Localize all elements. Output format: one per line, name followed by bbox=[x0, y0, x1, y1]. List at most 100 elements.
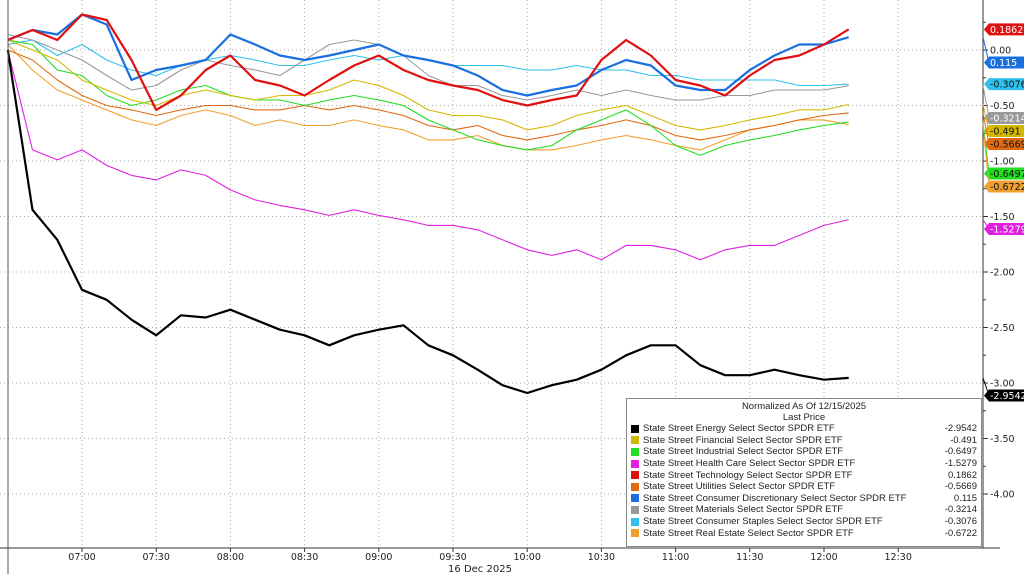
legend-item: State Street Energy Select Sector SPDR E… bbox=[631, 423, 977, 435]
x-tick-label: 09:00 bbox=[365, 552, 392, 563]
tag-connector bbox=[982, 112, 990, 145]
y-tick-label: -0.50 bbox=[990, 101, 1015, 112]
series-line bbox=[6, 49, 849, 395]
last-value-tag: -1.5279 bbox=[982, 219, 1024, 236]
legend-label: State Street Materials Select Sector SPD… bbox=[643, 504, 844, 516]
tag-value: -0.491 bbox=[990, 127, 1021, 138]
x-tick-label: 07:30 bbox=[143, 552, 170, 563]
tag-value: 0.115 bbox=[990, 58, 1017, 69]
x-tick-label: 07:00 bbox=[68, 552, 95, 563]
tag-shape bbox=[984, 138, 1024, 150]
y-tick-label: -3.00 bbox=[990, 379, 1015, 390]
tag-shape bbox=[984, 23, 1024, 36]
legend-label: State Street Energy Select Sector SPDR E… bbox=[643, 423, 835, 435]
legend-item: State Street Consumer Discretionary Sele… bbox=[631, 493, 977, 505]
legend-value: -0.3214 bbox=[944, 504, 977, 516]
tag-value: -0.5669 bbox=[990, 140, 1024, 151]
last-value-tag: 0.115 bbox=[982, 37, 1024, 69]
x-axis-label: 16 Dec 2025 bbox=[448, 564, 512, 574]
series-line bbox=[7, 13, 850, 112]
legend-swatch bbox=[631, 517, 639, 526]
legend-item: State Street Utilities Select Sector SPD… bbox=[631, 481, 977, 493]
last-value-tag: -2.9542 bbox=[982, 377, 1024, 402]
legend-label: State Street Real Estate Select Sector S… bbox=[643, 527, 854, 539]
legend-label: State Street Consumer Discretionary Sele… bbox=[643, 492, 907, 504]
last-value-tags: 0.1862 0.115 -0.3076 -0.3214 -0.491 -0.5669 -0… bbox=[982, 23, 1024, 402]
legend-swatch bbox=[631, 494, 639, 503]
legend-swatch bbox=[631, 447, 639, 456]
tag-shape bbox=[984, 389, 1024, 402]
legend-subtitle: Last Price bbox=[782, 412, 826, 423]
legend-value: -1.5279 bbox=[944, 458, 977, 470]
legend-label: State Street Health Care Select Sector S… bbox=[643, 458, 856, 470]
last-value-tag: 0.1862 bbox=[984, 23, 1024, 36]
legend-item: State Street Technology Select Sector SP… bbox=[631, 469, 977, 481]
tag-value: -0.3214 bbox=[990, 114, 1024, 125]
legend-label: State Street Financial Select Sector SPD… bbox=[643, 434, 843, 446]
y-tick-label: -4.00 bbox=[990, 490, 1015, 501]
legend-value: 0.115 bbox=[953, 492, 977, 504]
legend-label: State Street Consumer Staples Select Sec… bbox=[643, 516, 883, 528]
legend-value: -0.6497 bbox=[944, 446, 977, 458]
legend-swatch bbox=[631, 505, 639, 514]
last-value-tag: -0.6722 bbox=[982, 124, 1024, 193]
tag-shape bbox=[984, 78, 1024, 91]
last-value-tag: -0.5669 bbox=[982, 112, 1024, 151]
tag-value: 0.1862 bbox=[990, 25, 1023, 36]
series-line bbox=[7, 39, 849, 131]
y-tick-label: -3.50 bbox=[990, 434, 1015, 445]
tag-value: -0.6722 bbox=[990, 182, 1024, 193]
y-tick-label: -2.50 bbox=[990, 323, 1015, 334]
legend-swatch bbox=[631, 459, 639, 468]
tag-shape bbox=[984, 180, 1024, 193]
legend-label: State Street Utilities Select Sector SPD… bbox=[643, 481, 836, 493]
series-lines bbox=[6, 13, 850, 395]
tag-value: -0.6497 bbox=[990, 169, 1024, 180]
tag-shape bbox=[984, 112, 1024, 124]
legend-item: State Street Real Estate Select Sector S… bbox=[631, 527, 977, 539]
x-tick-label: 09:30 bbox=[439, 552, 466, 563]
y-tick-label: -1.50 bbox=[990, 212, 1015, 223]
legend-swatch bbox=[631, 529, 639, 538]
legend-value: -2.9542 bbox=[944, 423, 977, 435]
x-tick-label: 11:00 bbox=[662, 552, 689, 563]
x-tick-label: 08:00 bbox=[217, 552, 244, 563]
y-tick-label: -2.00 bbox=[990, 268, 1015, 279]
last-value-tag: -0.491 bbox=[982, 104, 1024, 138]
legend-title: Normalized As Of 12/15/2025 bbox=[741, 401, 867, 412]
legend-value: -0.491 bbox=[950, 434, 977, 446]
tag-connector bbox=[982, 85, 990, 119]
last-value-tag: -0.3076 bbox=[984, 78, 1024, 91]
legend-value: -0.6722 bbox=[944, 527, 977, 539]
legend-value: -0.5669 bbox=[944, 481, 977, 493]
x-tick-label: 12:00 bbox=[810, 552, 837, 563]
series-line bbox=[7, 49, 849, 141]
x-tick-label: 12:30 bbox=[885, 552, 912, 563]
series-line bbox=[7, 33, 849, 101]
legend-item: State Street Health Care Select Sector S… bbox=[631, 458, 977, 470]
x-tick-label: 11:30 bbox=[736, 552, 763, 563]
tag-shape bbox=[984, 56, 1024, 69]
x-tick-label: 10:30 bbox=[588, 552, 615, 563]
legend-item: State Street Financial Select Sector SPD… bbox=[631, 435, 977, 447]
tag-connector bbox=[982, 124, 990, 187]
legend-value: -0.3076 bbox=[944, 516, 977, 528]
tag-value: -2.9542 bbox=[990, 391, 1024, 402]
tag-shape bbox=[984, 167, 1024, 180]
legend-label: State Street Technology Select Sector SP… bbox=[643, 469, 853, 481]
last-value-tag: -0.3214 bbox=[982, 85, 1024, 125]
y-tick-label: -1.00 bbox=[990, 157, 1015, 168]
tag-value: -1.5279 bbox=[990, 225, 1024, 236]
tag-shape bbox=[984, 223, 1024, 235]
tag-value: -0.3076 bbox=[990, 80, 1024, 91]
tag-shape bbox=[984, 125, 1024, 137]
legend-swatch bbox=[631, 482, 639, 491]
x-tick-label: 08:30 bbox=[291, 552, 318, 563]
series-line bbox=[7, 49, 849, 261]
legend-item: State Street Consumer Staples Select Sec… bbox=[631, 516, 977, 528]
legend-rows: State Street Energy Select Sector SPDR E… bbox=[631, 423, 977, 539]
legend-item: State Street Materials Select Sector SPD… bbox=[631, 504, 977, 516]
legend-swatch bbox=[631, 436, 639, 445]
